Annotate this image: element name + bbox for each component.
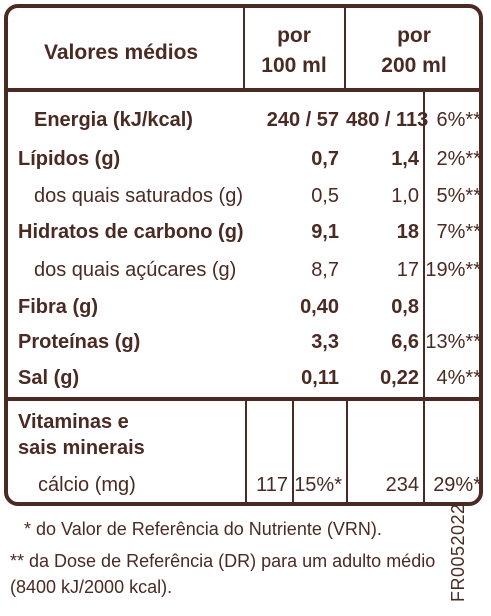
row-acucares-per200: 17 xyxy=(396,259,419,281)
header-per-200-line1: por xyxy=(397,24,431,47)
row-lipidos-per100: 0,7 xyxy=(311,148,339,170)
row-label-lipidos: Lípidos (g) xyxy=(18,148,121,170)
header-per-200-line2: 200 ml xyxy=(381,54,447,77)
row-label-energia: Energia (kJ/kcal) xyxy=(34,109,193,131)
header-divider xyxy=(8,88,479,92)
row-sal-pct: 4%** xyxy=(436,367,481,389)
header-valores-medios: Valores médios xyxy=(44,41,199,64)
row-hidratos-per200: 18 xyxy=(396,221,419,243)
product-code: FR0052022 xyxy=(448,503,468,602)
row-lipidos-per200: 1,4 xyxy=(391,148,419,170)
row-energia-per200: 480 / 113 xyxy=(346,109,429,131)
row-saturados-pct: 5%** xyxy=(436,185,481,207)
vitamins-title-line1: Vitaminas e xyxy=(18,411,129,433)
row-saturados-per100: 0,5 xyxy=(311,185,339,207)
header-per-100-line1: por xyxy=(277,24,311,47)
header-per-100-line2: 100 ml xyxy=(261,54,327,77)
vit-divider-2 xyxy=(292,401,294,502)
row-sal-per200: 0,22 xyxy=(380,367,419,389)
row-energia-per100: 240 / 57 xyxy=(266,109,339,131)
row-acucares-per100: 8,7 xyxy=(311,259,339,281)
row-label-hidratos: Hidratos de carbono (g) xyxy=(18,221,244,243)
row-acucares-pct: 19%** xyxy=(425,259,481,281)
row-fibra-per200: 0,8 xyxy=(391,296,419,318)
calcio-per100: 117 xyxy=(256,474,288,496)
row-sal-per100: 0,11 xyxy=(301,367,339,389)
footnote-energy: (8400 kJ/2000 kcal). xyxy=(10,577,173,597)
col-divider-3 xyxy=(423,92,425,397)
row-fibra-per100: 0,40 xyxy=(300,296,339,318)
row-label-proteinas: Proteínas (g) xyxy=(18,331,141,353)
vitamins-divider xyxy=(8,397,479,401)
row-lipidos-pct: 2%** xyxy=(436,148,481,170)
row-energia-pct: 6%** xyxy=(436,109,481,131)
col-divider-1 xyxy=(243,8,245,92)
nutrition-table: Valores médios por 100 ml por 200 ml Ene… xyxy=(4,4,483,506)
vit-divider-4 xyxy=(423,401,425,502)
row-label-fibra: Fibra (g) xyxy=(18,296,98,318)
row-label-sal: Sal (g) xyxy=(18,367,80,389)
row-proteinas-per200: 6,6 xyxy=(391,331,419,353)
row-hidratos-pct: 7%** xyxy=(436,221,481,243)
row-saturados-per200: 1,0 xyxy=(391,185,419,207)
row-proteinas-per100: 3,3 xyxy=(311,331,339,353)
row-label-saturados: dos quais saturados (g) xyxy=(34,185,244,207)
vitamins-title-line2: sais minerais xyxy=(18,437,145,459)
calcio-per200-pct: 29%* xyxy=(433,474,481,496)
calcio-label: cálcio (mg) xyxy=(38,474,136,496)
footnote-dr: ** da Dose de Referência (DR) para um ad… xyxy=(10,551,436,571)
row-label-acucares: dos quais açúcares (g) xyxy=(34,259,237,281)
calcio-per100-pct: 15%* xyxy=(294,474,342,496)
footnote-vrn: * do Valor de Referência do Nutriente (V… xyxy=(24,519,382,539)
row-hidratos-per100: 9,1 xyxy=(311,221,339,243)
vit-divider-1 xyxy=(245,401,247,502)
vit-divider-3 xyxy=(346,401,348,502)
col-divider-2 xyxy=(344,8,346,92)
row-proteinas-pct: 13%** xyxy=(425,331,481,353)
calcio-per200: 234 xyxy=(385,474,419,496)
